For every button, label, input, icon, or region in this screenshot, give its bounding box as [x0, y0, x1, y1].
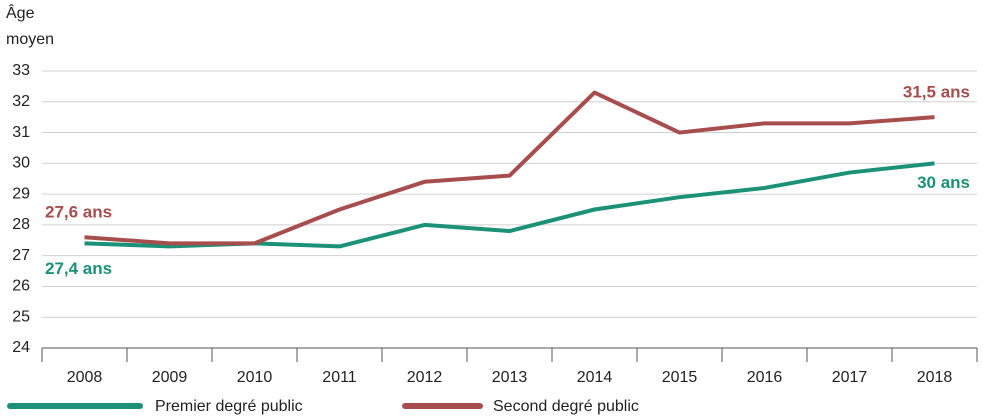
y-tick-label: 26: [12, 278, 30, 295]
value-label: 27,4 ans: [45, 259, 112, 278]
y-tick-label: 25: [12, 308, 30, 325]
x-tick-label: 2010: [237, 369, 273, 386]
y-axis-label: Âge: [6, 3, 35, 22]
x-tick-label: 2018: [917, 369, 953, 386]
y-tick-label: 27: [12, 247, 30, 264]
value-label: 31,5 ans: [903, 83, 970, 102]
x-tick-label: 2014: [577, 369, 613, 386]
x-tick-label: 2017: [832, 369, 868, 386]
y-axis-label: moyen: [6, 31, 54, 48]
x-tick-label: 2015: [662, 369, 698, 386]
line: [84, 90, 935, 246]
legend-label: Premier degré public: [155, 398, 303, 415]
x-tick-label: 2016: [747, 369, 783, 386]
legend-label: Second degré public: [493, 398, 639, 415]
x-tick-label: 2008: [67, 369, 103, 386]
x-tick-label: 2009: [152, 369, 188, 386]
y-tick-label: 30: [12, 155, 30, 172]
y-tick-label: 28: [12, 216, 30, 233]
y-tick-label: 33: [12, 62, 30, 79]
y-tick-label: 31: [12, 124, 30, 141]
y-tick-label: 29: [12, 185, 30, 202]
x-tick-label: 2013: [492, 369, 528, 386]
y-tick-label: 24: [12, 339, 30, 356]
value-label: 27,6 ans: [45, 203, 112, 222]
y-tick-label: 32: [12, 93, 30, 110]
x-tick-label: 2012: [407, 369, 443, 386]
value-label: 30 ans: [917, 173, 970, 192]
x-tick-label: 2011: [322, 369, 357, 386]
